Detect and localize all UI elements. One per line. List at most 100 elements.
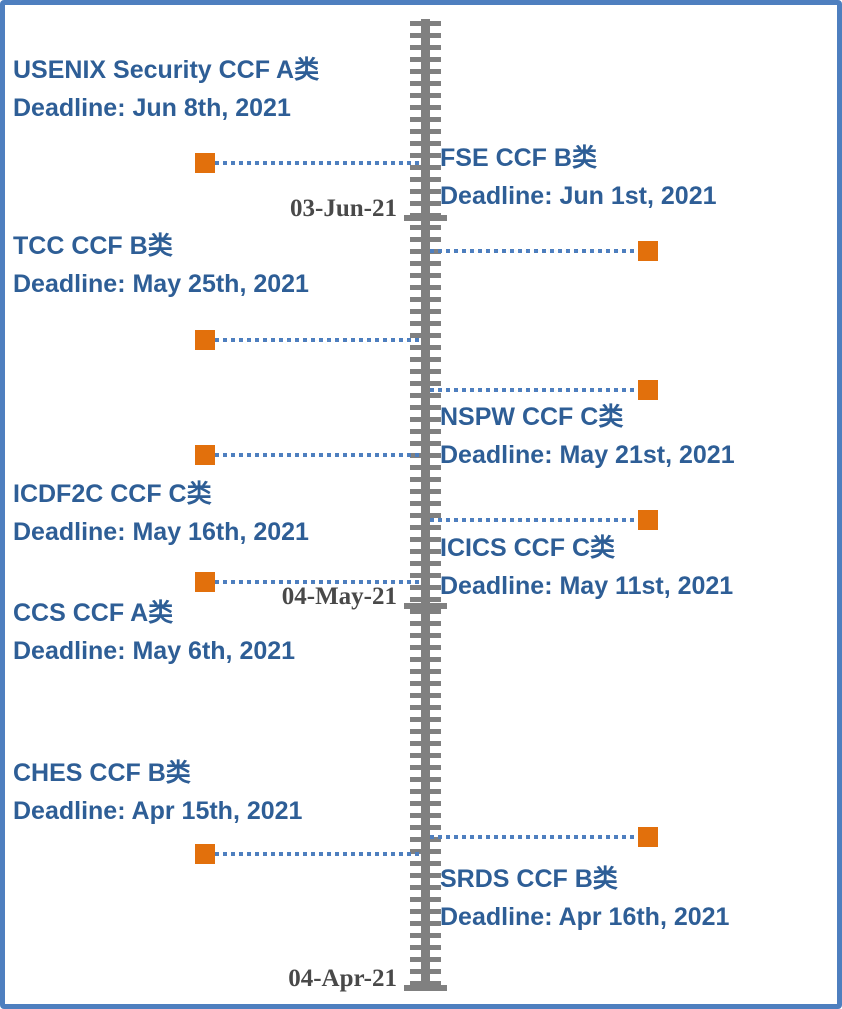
axis-tick-minor [410, 153, 441, 158]
axis-tick-minor [410, 909, 441, 914]
axis-tick-minor [410, 957, 441, 962]
axis-tick-minor [410, 837, 441, 842]
event-connector-tcc [215, 338, 421, 342]
axis-tick-minor [410, 321, 441, 326]
axis-tick-minor [410, 681, 441, 686]
axis-tick-minor [410, 417, 441, 422]
axis-tick-minor [410, 309, 441, 314]
event-connector-fse [430, 249, 638, 253]
axis-tick-minor [410, 657, 441, 662]
event-label-ccs: CCS CCF A类 Deadline: May 6th, 2021 [13, 594, 295, 670]
axis-tick-minor [410, 501, 441, 506]
axis-tick-minor [410, 885, 441, 890]
event-title-srds: SRDS CCF B类 [440, 865, 618, 893]
axis-tick-minor [410, 165, 441, 170]
axis-tick-minor [410, 513, 441, 518]
axis-tick-minor [410, 81, 441, 86]
axis-tick-minor [410, 741, 441, 746]
axis-tick-minor [410, 777, 441, 782]
axis-tick-minor [410, 489, 441, 494]
axis-tick-minor [410, 441, 441, 446]
axis-tick-minor [410, 717, 441, 722]
axis-tick-minor [410, 669, 441, 674]
axis-tick-minor [410, 729, 441, 734]
event-label-icics: ICICS CCF C类 Deadline: May 11st, 2021 [440, 529, 733, 605]
axis-tick-minor [410, 801, 441, 806]
event-title-nspw: NSPW CCF C类 [440, 403, 624, 431]
axis-tick-minor [410, 141, 441, 146]
axis-tick-minor [410, 249, 441, 254]
axis-date-label: 04-Apr-21 [288, 965, 397, 992]
event-label-nspw: NSPW CCF C类 Deadline: May 21st, 2021 [440, 398, 735, 474]
axis-tick-minor [410, 105, 441, 110]
event-marker-srds[interactable] [638, 827, 658, 847]
event-connector-ccs [215, 580, 421, 584]
axis-tick-minor [410, 609, 441, 614]
axis-tick-minor [410, 201, 441, 206]
axis-tick-major [404, 215, 447, 221]
axis-tick-minor [410, 849, 441, 854]
event-label-icdf2c: ICDF2C CCF C类 Deadline: May 16th, 2021 [13, 475, 309, 551]
axis-tick-minor [410, 261, 441, 266]
axis-tick-minor [410, 969, 441, 974]
axis-tick-minor [410, 753, 441, 758]
axis-tick-minor [410, 525, 441, 530]
event-deadline-nspw: Deadline: May 21st, 2021 [440, 441, 735, 469]
event-title-ches: CHES CCF B类 [13, 759, 191, 787]
axis-tick-minor [410, 225, 441, 230]
axis-tick-minor [410, 69, 441, 74]
axis-tick-minor [410, 405, 441, 410]
event-connector-srds [430, 835, 638, 839]
event-marker-ccs[interactable] [195, 572, 215, 592]
event-title-icdf2c: ICDF2C CCF C类 [13, 480, 212, 508]
event-marker-fse[interactable] [638, 241, 658, 261]
axis-tick-minor [410, 285, 441, 290]
axis-tick-minor [410, 765, 441, 770]
axis-tick-minor [410, 825, 441, 830]
axis-tick-minor [410, 921, 441, 926]
axis-tick-minor [410, 297, 441, 302]
event-title-usenix-security: USENIX Security CCF A类 [13, 56, 320, 84]
axis-tick-minor [410, 453, 441, 458]
axis-tick-minor [410, 45, 441, 50]
axis-tick-minor [410, 129, 441, 134]
axis-tick-minor [410, 465, 441, 470]
event-deadline-icics: Deadline: May 11st, 2021 [440, 572, 734, 600]
axis-tick-minor [410, 573, 441, 578]
event-marker-tcc[interactable] [195, 330, 215, 350]
axis-tick-minor [410, 345, 441, 350]
event-connector-icics [430, 518, 638, 522]
event-marker-usenix-security[interactable] [195, 153, 215, 173]
axis-tick-minor [410, 861, 441, 866]
axis-tick-minor [410, 237, 441, 242]
axis-tick-minor [410, 369, 441, 374]
axis-date-label: 03-Jun-21 [290, 195, 397, 222]
event-title-fse: FSE CCF B类 [440, 144, 597, 172]
event-connector-nspw [430, 388, 638, 392]
axis-tick-minor [410, 393, 441, 398]
axis-tick-minor [410, 21, 441, 26]
event-deadline-icdf2c: Deadline: May 16th, 2021 [13, 518, 309, 546]
event-label-usenix-security: USENIX Security CCF A类 Deadline: Jun 8th,… [13, 51, 319, 127]
event-marker-icdf2c[interactable] [195, 445, 215, 465]
event-label-srds: SRDS CCF B类 Deadline: Apr 16th, 2021 [440, 860, 729, 936]
axis-tick-minor [410, 621, 441, 626]
axis-tick-minor [410, 705, 441, 710]
axis-date-label: 04-May-21 [281, 583, 397, 610]
axis-tick-minor [410, 57, 441, 62]
axis-tick-minor [410, 897, 441, 902]
event-marker-ches[interactable] [195, 844, 215, 864]
event-connector-icdf2c [215, 453, 421, 457]
axis-tick-minor [410, 873, 441, 878]
event-marker-nspw[interactable] [638, 380, 658, 400]
axis-tick-minor [410, 813, 441, 818]
event-marker-icics[interactable] [638, 510, 658, 530]
axis-tick-minor [410, 177, 441, 182]
axis-tick-minor [410, 537, 441, 542]
axis-tick-minor [410, 477, 441, 482]
event-deadline-ches: Deadline: Apr 15th, 2021 [13, 797, 303, 825]
axis-tick-minor [410, 933, 441, 938]
event-deadline-usenix-security: Deadline: Jun 8th, 2021 [13, 94, 291, 122]
axis-tick-minor [410, 981, 441, 986]
event-deadline-ccs: Deadline: May 6th, 2021 [13, 637, 296, 665]
